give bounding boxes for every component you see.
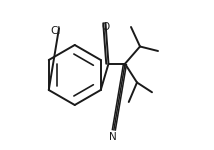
Text: O: O: [101, 22, 110, 32]
Text: Cl: Cl: [50, 27, 60, 36]
Text: N: N: [109, 132, 117, 142]
